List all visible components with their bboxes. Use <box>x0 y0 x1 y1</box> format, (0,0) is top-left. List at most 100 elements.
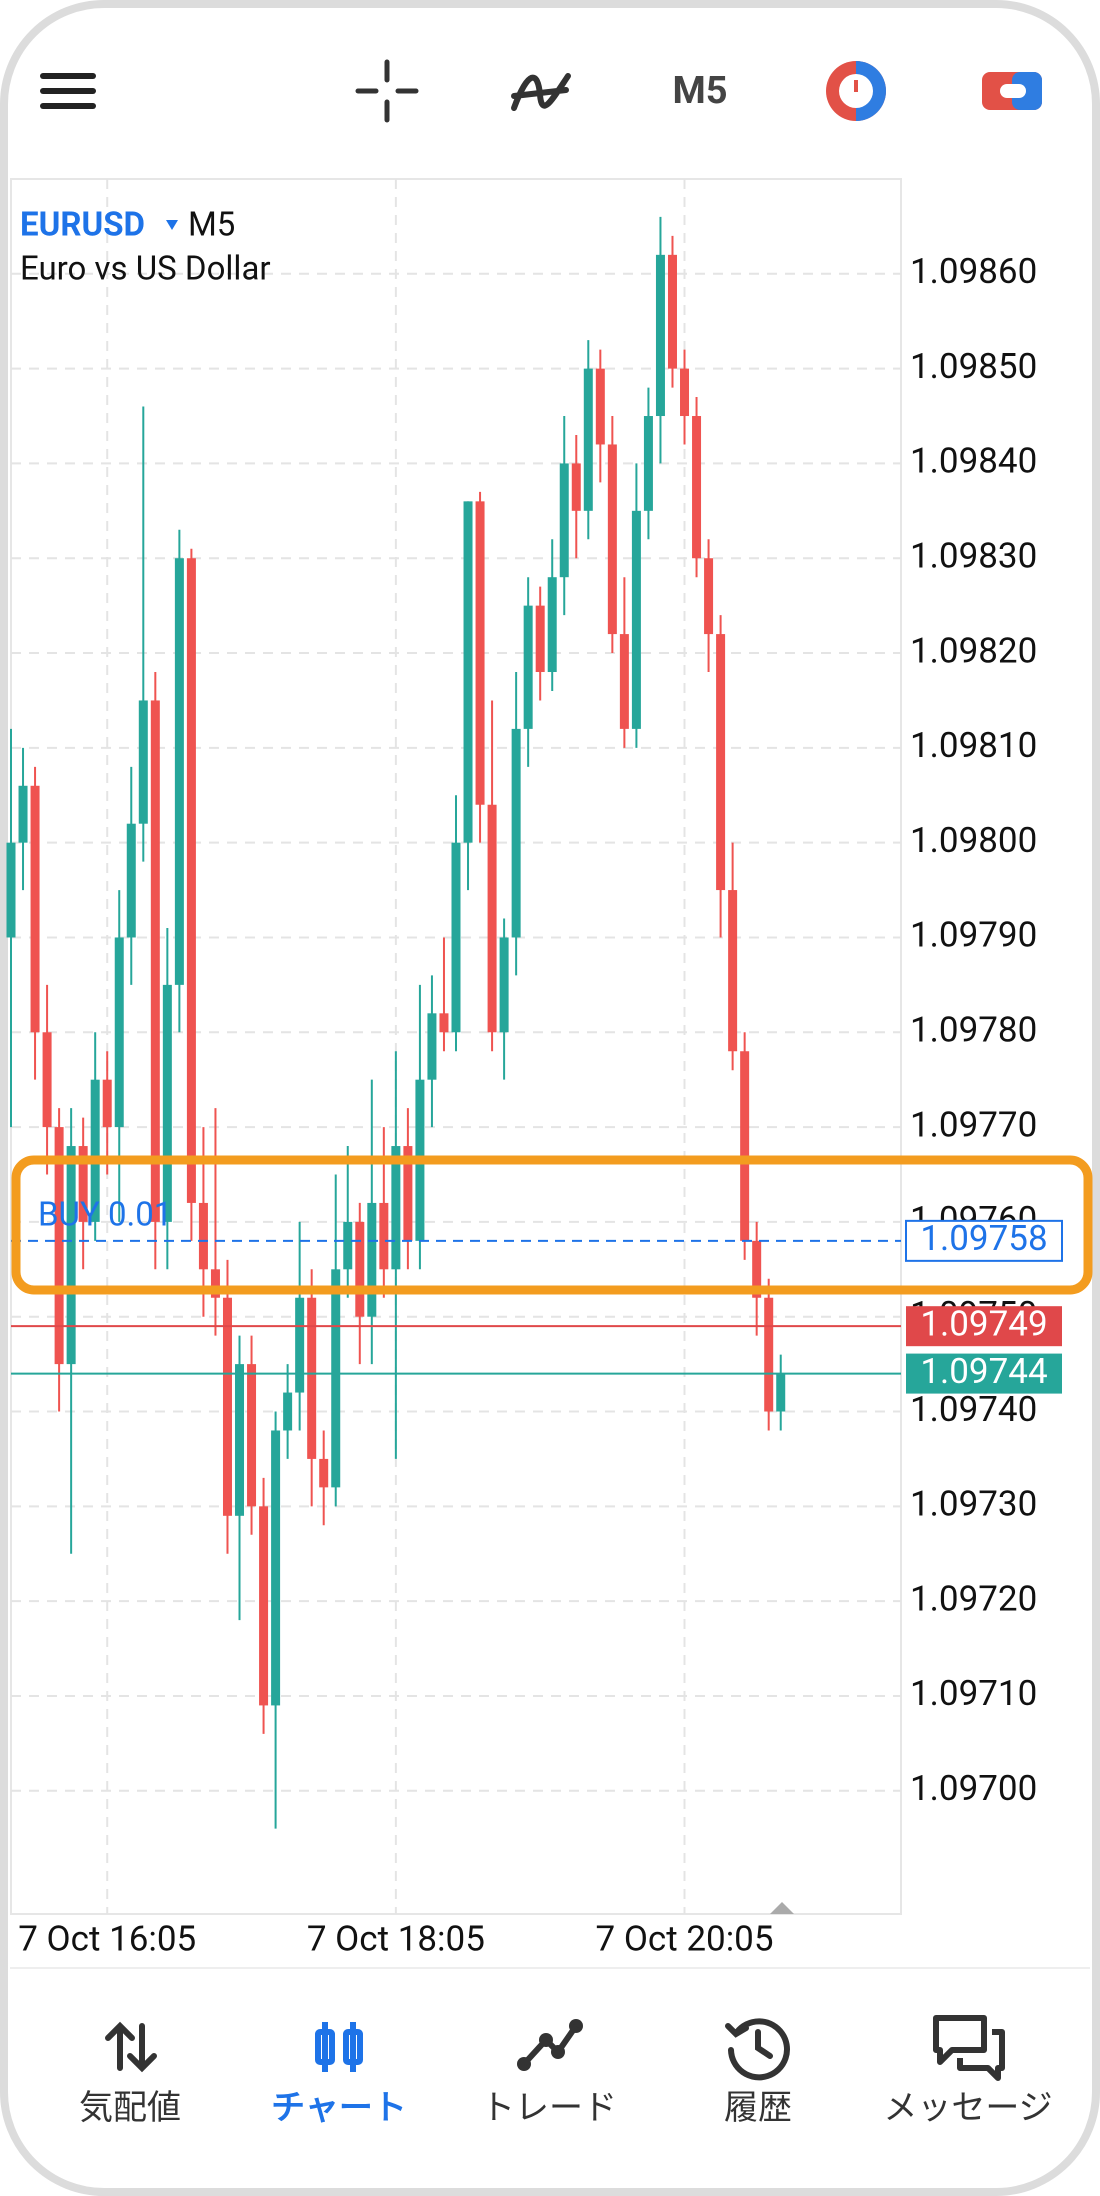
y-tick-label: 1.09770 <box>910 1104 1037 1145</box>
candle-body <box>138 700 148 824</box>
y-tick-label: 1.09720 <box>910 1578 1037 1619</box>
candle-body <box>535 605 545 673</box>
candle-body <box>259 1506 269 1706</box>
scroll-marker <box>770 1902 794 1914</box>
candle-body <box>162 984 172 1222</box>
candle-body <box>283 1392 293 1431</box>
one-click-trading-button[interactable] <box>826 61 886 121</box>
candle-body <box>379 1202 389 1270</box>
candle-body <box>42 1032 52 1128</box>
symbol-description: Euro vs US Dollar <box>20 250 271 289</box>
trade-icon[interactable] <box>517 2019 583 2071</box>
crosshair-button[interactable] <box>355 59 419 123</box>
hamburger-menu[interactable] <box>40 73 96 109</box>
candle-body <box>451 842 461 1033</box>
candle-body <box>150 700 160 1222</box>
nav-item-label[interactable]: トレード <box>481 2088 617 2128</box>
candle-body <box>427 1013 437 1080</box>
nav-item-label[interactable]: メッセージ <box>883 2088 1052 2128</box>
candle-body <box>78 1146 88 1222</box>
candle-body <box>716 634 726 891</box>
candle-body <box>355 1221 365 1317</box>
candle-body <box>210 1269 220 1298</box>
y-tick-label: 1.09860 <box>910 251 1037 292</box>
x-tick-label: 7 Oct 16:05 <box>18 1918 196 1959</box>
candle-body <box>619 634 629 729</box>
candle-body <box>740 1051 750 1241</box>
candle-body <box>559 463 569 578</box>
order-price-label: 1.09758 <box>920 1218 1047 1259</box>
candle-body <box>583 368 593 511</box>
candle-body <box>463 501 473 843</box>
candle-body <box>367 1202 377 1317</box>
y-tick-label: 1.09840 <box>910 441 1037 482</box>
quotes-icon[interactable] <box>105 2021 157 2073</box>
candle-body <box>126 823 136 938</box>
candle-body <box>631 510 641 729</box>
candle-body <box>391 1146 401 1270</box>
x-tick-label: 7 Oct 20:05 <box>595 1918 773 1959</box>
order-label[interactable]: BUY 0.01 <box>38 1196 172 1235</box>
timeframe-button[interactable]: M5 <box>672 69 727 113</box>
candle-body <box>692 416 702 559</box>
candle-body <box>331 1269 341 1488</box>
nav-item-label[interactable]: チャート <box>271 2088 407 2128</box>
candle-body <box>319 1458 329 1488</box>
candle-body <box>66 1146 76 1365</box>
y-tick-label: 1.09830 <box>910 535 1037 576</box>
candle-body <box>198 1202 208 1270</box>
candle-body <box>30 785 40 1033</box>
candle-body <box>403 1146 413 1241</box>
y-tick-label: 1.09850 <box>910 346 1037 387</box>
candle-body <box>776 1373 786 1412</box>
candle-body <box>439 1013 449 1033</box>
highlight-box <box>11 1155 1093 1295</box>
candle-body <box>271 1430 281 1706</box>
symbol-dropdown[interactable] <box>166 220 178 230</box>
candle-body <box>547 577 557 673</box>
ask-price-label: 1.09744 <box>920 1351 1047 1392</box>
candle-body <box>90 1079 100 1222</box>
chart-timeframe: M5 <box>188 206 235 245</box>
candle-body <box>54 1127 64 1365</box>
candle-body <box>764 1297 774 1412</box>
y-tick-label: 1.09810 <box>910 725 1037 766</box>
messages-icon[interactable] <box>933 2015 1005 2081</box>
y-tick-label: 1.09730 <box>910 1484 1037 1525</box>
candle-body <box>511 728 521 938</box>
y-tick-label: 1.09820 <box>910 630 1037 671</box>
candle-body <box>475 501 485 805</box>
candle-body <box>752 1240 762 1298</box>
chart-icon[interactable] <box>315 2022 363 2072</box>
y-tick-label: 1.09790 <box>910 915 1037 956</box>
y-tick-label: 1.09740 <box>910 1389 1037 1430</box>
nav-item-label[interactable]: 気配値 <box>79 2088 181 2128</box>
symbol[interactable]: EURUSD <box>20 206 145 245</box>
bid-price-label: 1.09749 <box>920 1303 1047 1344</box>
y-tick-label: 1.09800 <box>910 820 1037 861</box>
y-tick-label: 1.09700 <box>910 1768 1037 1809</box>
ask-price-tag <box>906 1353 1062 1394</box>
candle-body <box>523 605 533 729</box>
candle-body <box>607 444 617 635</box>
candle-body <box>667 254 677 369</box>
trade-button[interactable] <box>982 72 1042 110</box>
candle-body <box>704 558 714 635</box>
candle-body <box>499 937 509 1033</box>
candle-body <box>728 890 738 1052</box>
y-tick-label: 1.09710 <box>910 1673 1037 1714</box>
candle-body <box>487 804 497 1033</box>
candle-body <box>174 558 184 985</box>
candle-body <box>343 1221 353 1270</box>
candle-body <box>595 368 605 445</box>
nav-item-label[interactable]: 履歴 <box>724 2088 792 2128</box>
chart: 1.097001.097101.097201.097301.097401.097… <box>6 179 1063 1959</box>
indicators-button[interactable] <box>511 73 571 111</box>
history-icon[interactable] <box>725 2018 790 2081</box>
candle-body <box>295 1297 305 1393</box>
candle-body <box>680 368 690 417</box>
candle-body <box>6 842 16 938</box>
candle-body <box>643 416 653 511</box>
candle-body <box>307 1297 317 1459</box>
